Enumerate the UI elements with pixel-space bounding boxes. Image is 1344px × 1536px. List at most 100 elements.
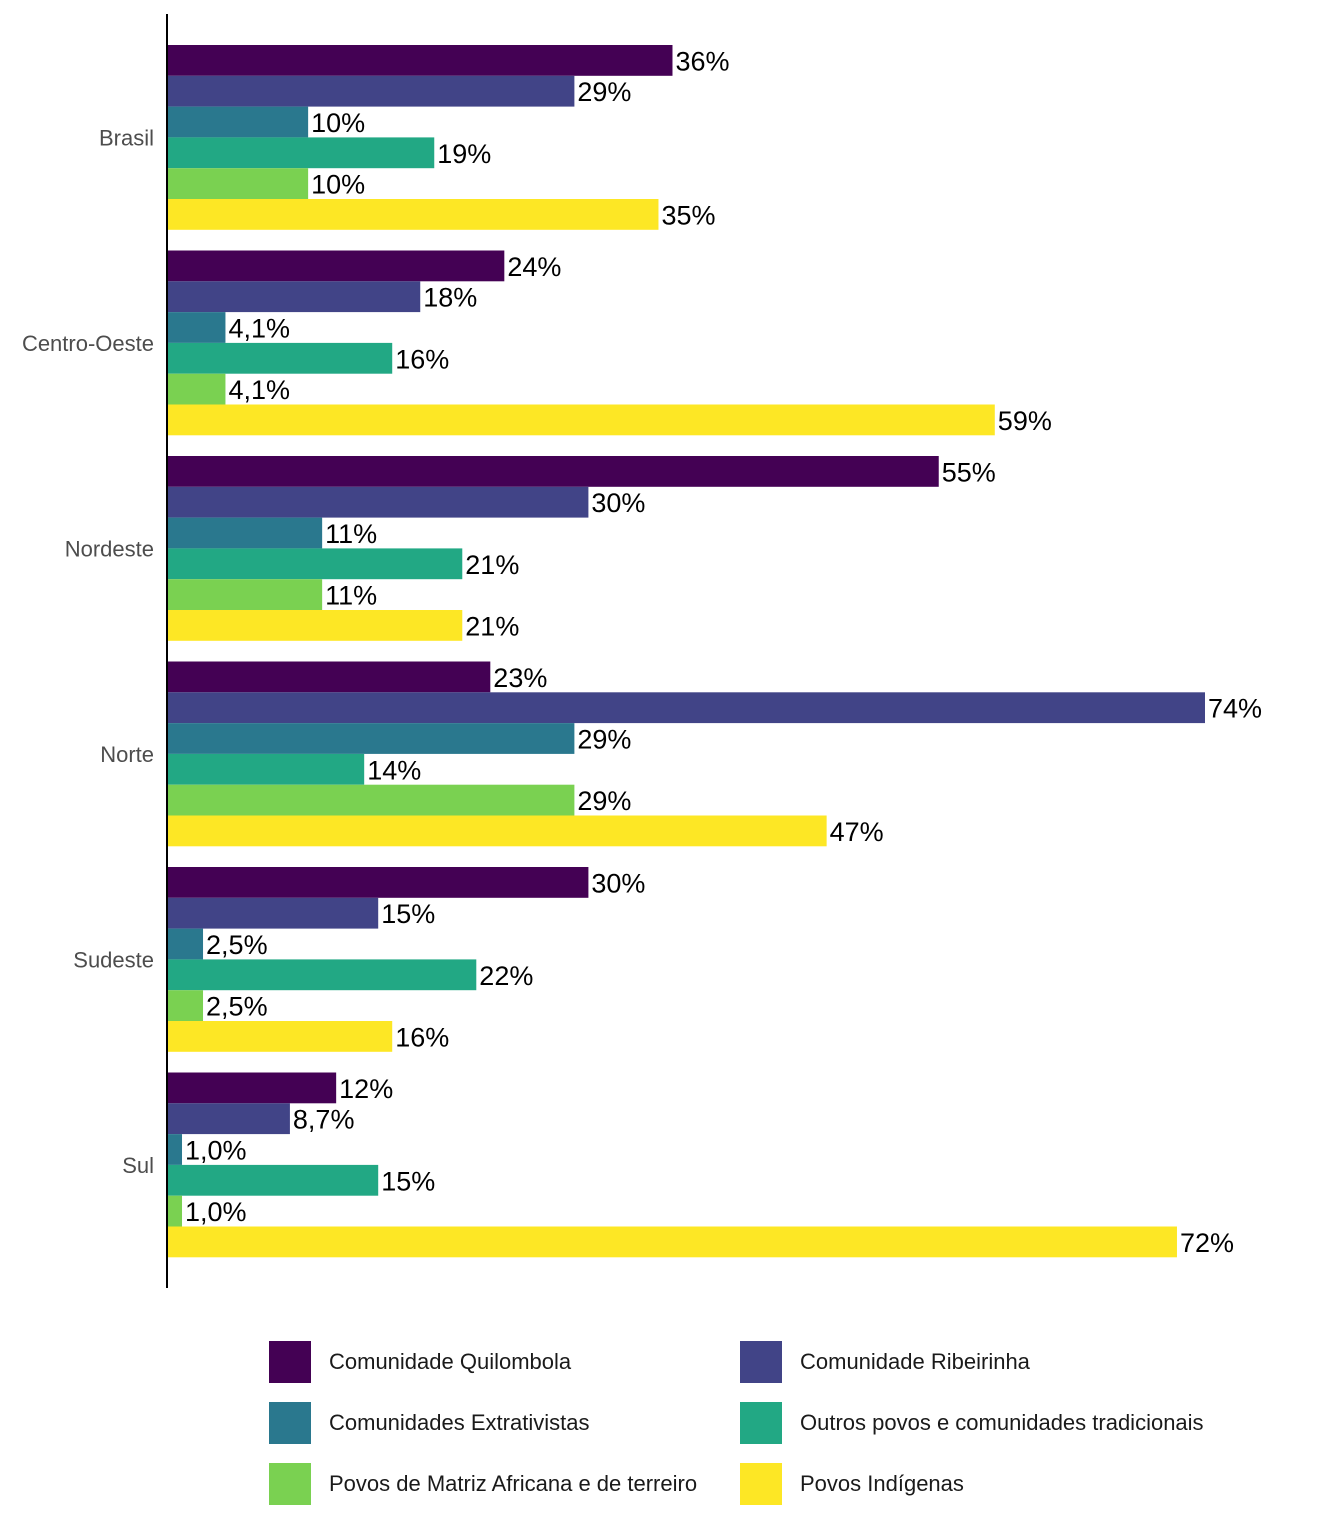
category-label-nordeste: Nordeste <box>65 536 154 561</box>
legend-label: Outros povos e comunidades tradicionais <box>800 1410 1204 1435</box>
bar-sul-povos-de-matriz-africana-e-de-terreiro <box>168 1195 183 1227</box>
bar-nordeste-comunidade-quilombola <box>168 456 939 487</box>
legend-label: Comunidade Ribeirinha <box>800 1349 1030 1374</box>
legend-item-povos-de-matriz-africana-e-de-terreiro: Povos de Matriz Africana e de terreiro <box>269 1462 697 1506</box>
bar-chart: Brasil Centro-Oeste Nordeste Norte Sudeste Su… <box>22 14 1262 1288</box>
bar-sul-povos-indigenas <box>168 1226 1177 1258</box>
bar-sudeste-povos-de-matriz-africana-e-de-terreiro <box>168 990 204 1021</box>
data-label-sudeste-comunidades-extrativistas: 2,5% <box>206 930 268 960</box>
data-label-sul-comunidades-extrativistas: 1,0% <box>185 1136 247 1166</box>
data-label-norte-comunidade-ribeirinha: 74% <box>1208 694 1262 724</box>
bar-brasil-outros-povos-e-comunidades-tradicionais <box>168 137 435 169</box>
data-label-centro-oeste-povos-de-matriz-africana-e-de-terreiro: 4,1% <box>228 375 290 405</box>
bar-nordeste-povos-indigenas <box>168 610 463 641</box>
data-label-sudeste-comunidade-quilombola: 30% <box>591 868 645 898</box>
data-label-sudeste-povos-indigenas: 16% <box>395 1022 449 1052</box>
legend-item-comunidade-quilombola: Comunidade Quilombola <box>269 1340 571 1384</box>
bar-sudeste-comunidades-extrativistas <box>168 928 204 960</box>
bar-sudeste-comunidade-ribeirinha <box>168 897 379 929</box>
data-label-brasil-povos-de-matriz-africana-e-de-terreiro: 10% <box>311 170 365 200</box>
category-label-norte: Norte <box>100 742 154 767</box>
data-label-norte-povos-indigenas: 47% <box>830 817 884 847</box>
data-label-brasil-comunidades-extrativistas: 10% <box>311 108 365 138</box>
bar-nordeste-comunidade-ribeirinha <box>168 486 589 518</box>
data-label-brasil-comunidade-quilombola: 36% <box>675 46 729 76</box>
legend-swatch <box>269 1463 311 1505</box>
data-label-nordeste-outros-povos-e-comunidades-tradicionais: 21% <box>465 550 519 580</box>
legend-swatch <box>740 1341 782 1383</box>
data-label-centro-oeste-comunidades-extrativistas: 4,1% <box>228 314 290 344</box>
data-label-centro-oeste-povos-indigenas: 59% <box>998 406 1052 436</box>
bar-brasil-comunidade-quilombola <box>168 45 673 76</box>
data-label-nordeste-povos-de-matriz-africana-e-de-terreiro: 11% <box>325 581 377 611</box>
legend-swatch <box>740 1463 782 1505</box>
bar-centro-oeste-povos-indigenas <box>168 404 995 436</box>
legend-label: Povos Indígenas <box>800 1471 964 1496</box>
data-label-centro-oeste-comunidade-ribeirinha: 18% <box>423 283 477 313</box>
bar-centro-oeste-comunidades-extrativistas <box>168 312 226 343</box>
bar-sul-comunidade-quilombola <box>168 1072 337 1104</box>
bar-sudeste-comunidade-quilombola <box>168 867 589 898</box>
legend-swatch <box>269 1402 311 1444</box>
legend-item-comunidades-extrativistas: Comunidades Extrativistas <box>269 1401 589 1445</box>
legend-item-outros-povos-e-comunidades-tradicionais: Outros povos e comunidades tradicionais <box>740 1401 1204 1445</box>
data-label-nordeste-comunidades-extrativistas: 11% <box>325 519 377 549</box>
data-label-brasil-povos-indigenas: 35% <box>661 200 715 230</box>
bars-layer <box>168 45 1205 1258</box>
data-label-sul-comunidade-ribeirinha: 8,7% <box>293 1105 355 1135</box>
data-label-sul-povos-indigenas: 72% <box>1180 1228 1234 1258</box>
bar-norte-comunidade-ribeirinha <box>168 692 1205 724</box>
data-label-sudeste-outros-povos-e-comunidades-tradicionais: 22% <box>479 961 533 991</box>
bar-norte-povos-indigenas <box>168 815 827 847</box>
bar-brasil-comunidade-ribeirinha <box>168 75 575 107</box>
legend-label: Comunidade Quilombola <box>329 1349 572 1374</box>
data-label-sudeste-comunidade-ribeirinha: 15% <box>381 899 435 929</box>
bar-nordeste-comunidades-extrativistas <box>168 517 323 549</box>
bar-sudeste-outros-povos-e-comunidades-tradicionais <box>168 959 477 991</box>
bar-sul-outros-povos-e-comunidades-tradicionais <box>168 1164 379 1196</box>
data-label-sul-outros-povos-e-comunidades-tradicionais: 15% <box>381 1166 435 1196</box>
data-label-brasil-comunidade-ribeirinha: 29% <box>577 77 631 107</box>
legend-label: Povos de Matriz Africana e de terreiro <box>329 1471 698 1496</box>
legend: Comunidade Quilombola Comunidade Ribeirin… <box>269 1340 1269 1530</box>
bar-centro-oeste-comunidade-quilombola <box>168 250 505 282</box>
bar-norte-outros-povos-e-comunidades-tradicionais <box>168 753 365 785</box>
data-label-sudeste-povos-de-matriz-africana-e-de-terreiro: 2,5% <box>206 992 268 1022</box>
bar-brasil-comunidades-extrativistas <box>168 106 309 138</box>
bar-brasil-povos-indigenas <box>168 199 659 230</box>
data-label-norte-outros-povos-e-comunidades-tradicionais: 14% <box>367 755 421 785</box>
bar-norte-comunidades-extrativistas <box>168 723 575 754</box>
data-label-nordeste-povos-indigenas: 21% <box>465 611 519 641</box>
legend-item-povos-indigenas: Povos Indígenas <box>740 1462 964 1506</box>
legend-swatch <box>269 1341 311 1383</box>
bar-sul-comunidade-ribeirinha <box>168 1103 290 1135</box>
bar-nordeste-povos-de-matriz-africana-e-de-terreiro <box>168 579 323 610</box>
category-labels: Brasil Centro-Oeste Nordeste Norte Sudeste Su… <box>22 125 154 1178</box>
bar-centro-oeste-comunidade-ribeirinha <box>168 281 421 313</box>
data-label-norte-povos-de-matriz-africana-e-de-terreiro: 29% <box>577 786 631 816</box>
bar-norte-povos-de-matriz-africana-e-de-terreiro <box>168 784 575 816</box>
bar-sul-comunidades-extrativistas <box>168 1134 183 1165</box>
data-label-centro-oeste-comunidade-quilombola: 24% <box>507 252 561 282</box>
bar-sudeste-povos-indigenas <box>168 1021 393 1052</box>
bar-norte-comunidade-quilombola <box>168 661 491 693</box>
data-label-centro-oeste-outros-povos-e-comunidades-tradicionais: 16% <box>395 344 449 374</box>
legend-label: Comunidades Extrativistas <box>329 1410 590 1435</box>
data-label-sul-comunidade-quilombola: 12% <box>339 1074 393 1104</box>
category-label-sudeste: Sudeste <box>73 947 154 972</box>
bar-brasil-povos-de-matriz-africana-e-de-terreiro <box>168 168 309 199</box>
data-label-nordeste-comunidade-ribeirinha: 30% <box>591 488 645 518</box>
category-label-sul: Sul <box>122 1153 154 1178</box>
data-label-nordeste-comunidade-quilombola: 55% <box>942 457 996 487</box>
legend-item-comunidade-ribeirinha: Comunidade Ribeirinha <box>740 1340 1030 1384</box>
data-label-norte-comunidade-quilombola: 23% <box>493 663 547 693</box>
category-label-centro-oeste: Centro-Oeste <box>22 331 154 356</box>
bar-centro-oeste-outros-povos-e-comunidades-tradicionais <box>168 342 393 374</box>
category-label-brasil: Brasil <box>99 125 154 150</box>
data-label-sul-povos-de-matriz-africana-e-de-terreiro: 1,0% <box>185 1197 247 1227</box>
legend-swatch <box>740 1402 782 1444</box>
bar-centro-oeste-povos-de-matriz-africana-e-de-terreiro <box>168 373 226 405</box>
data-label-norte-comunidades-extrativistas: 29% <box>577 725 631 755</box>
data-label-brasil-outros-povos-e-comunidades-tradicionais: 19% <box>437 139 491 169</box>
value-labels: 36% 29% 10% 19% 10% 35% 24% 18% 4,1% 16% 4,1% 59%55… <box>185 46 1262 1258</box>
